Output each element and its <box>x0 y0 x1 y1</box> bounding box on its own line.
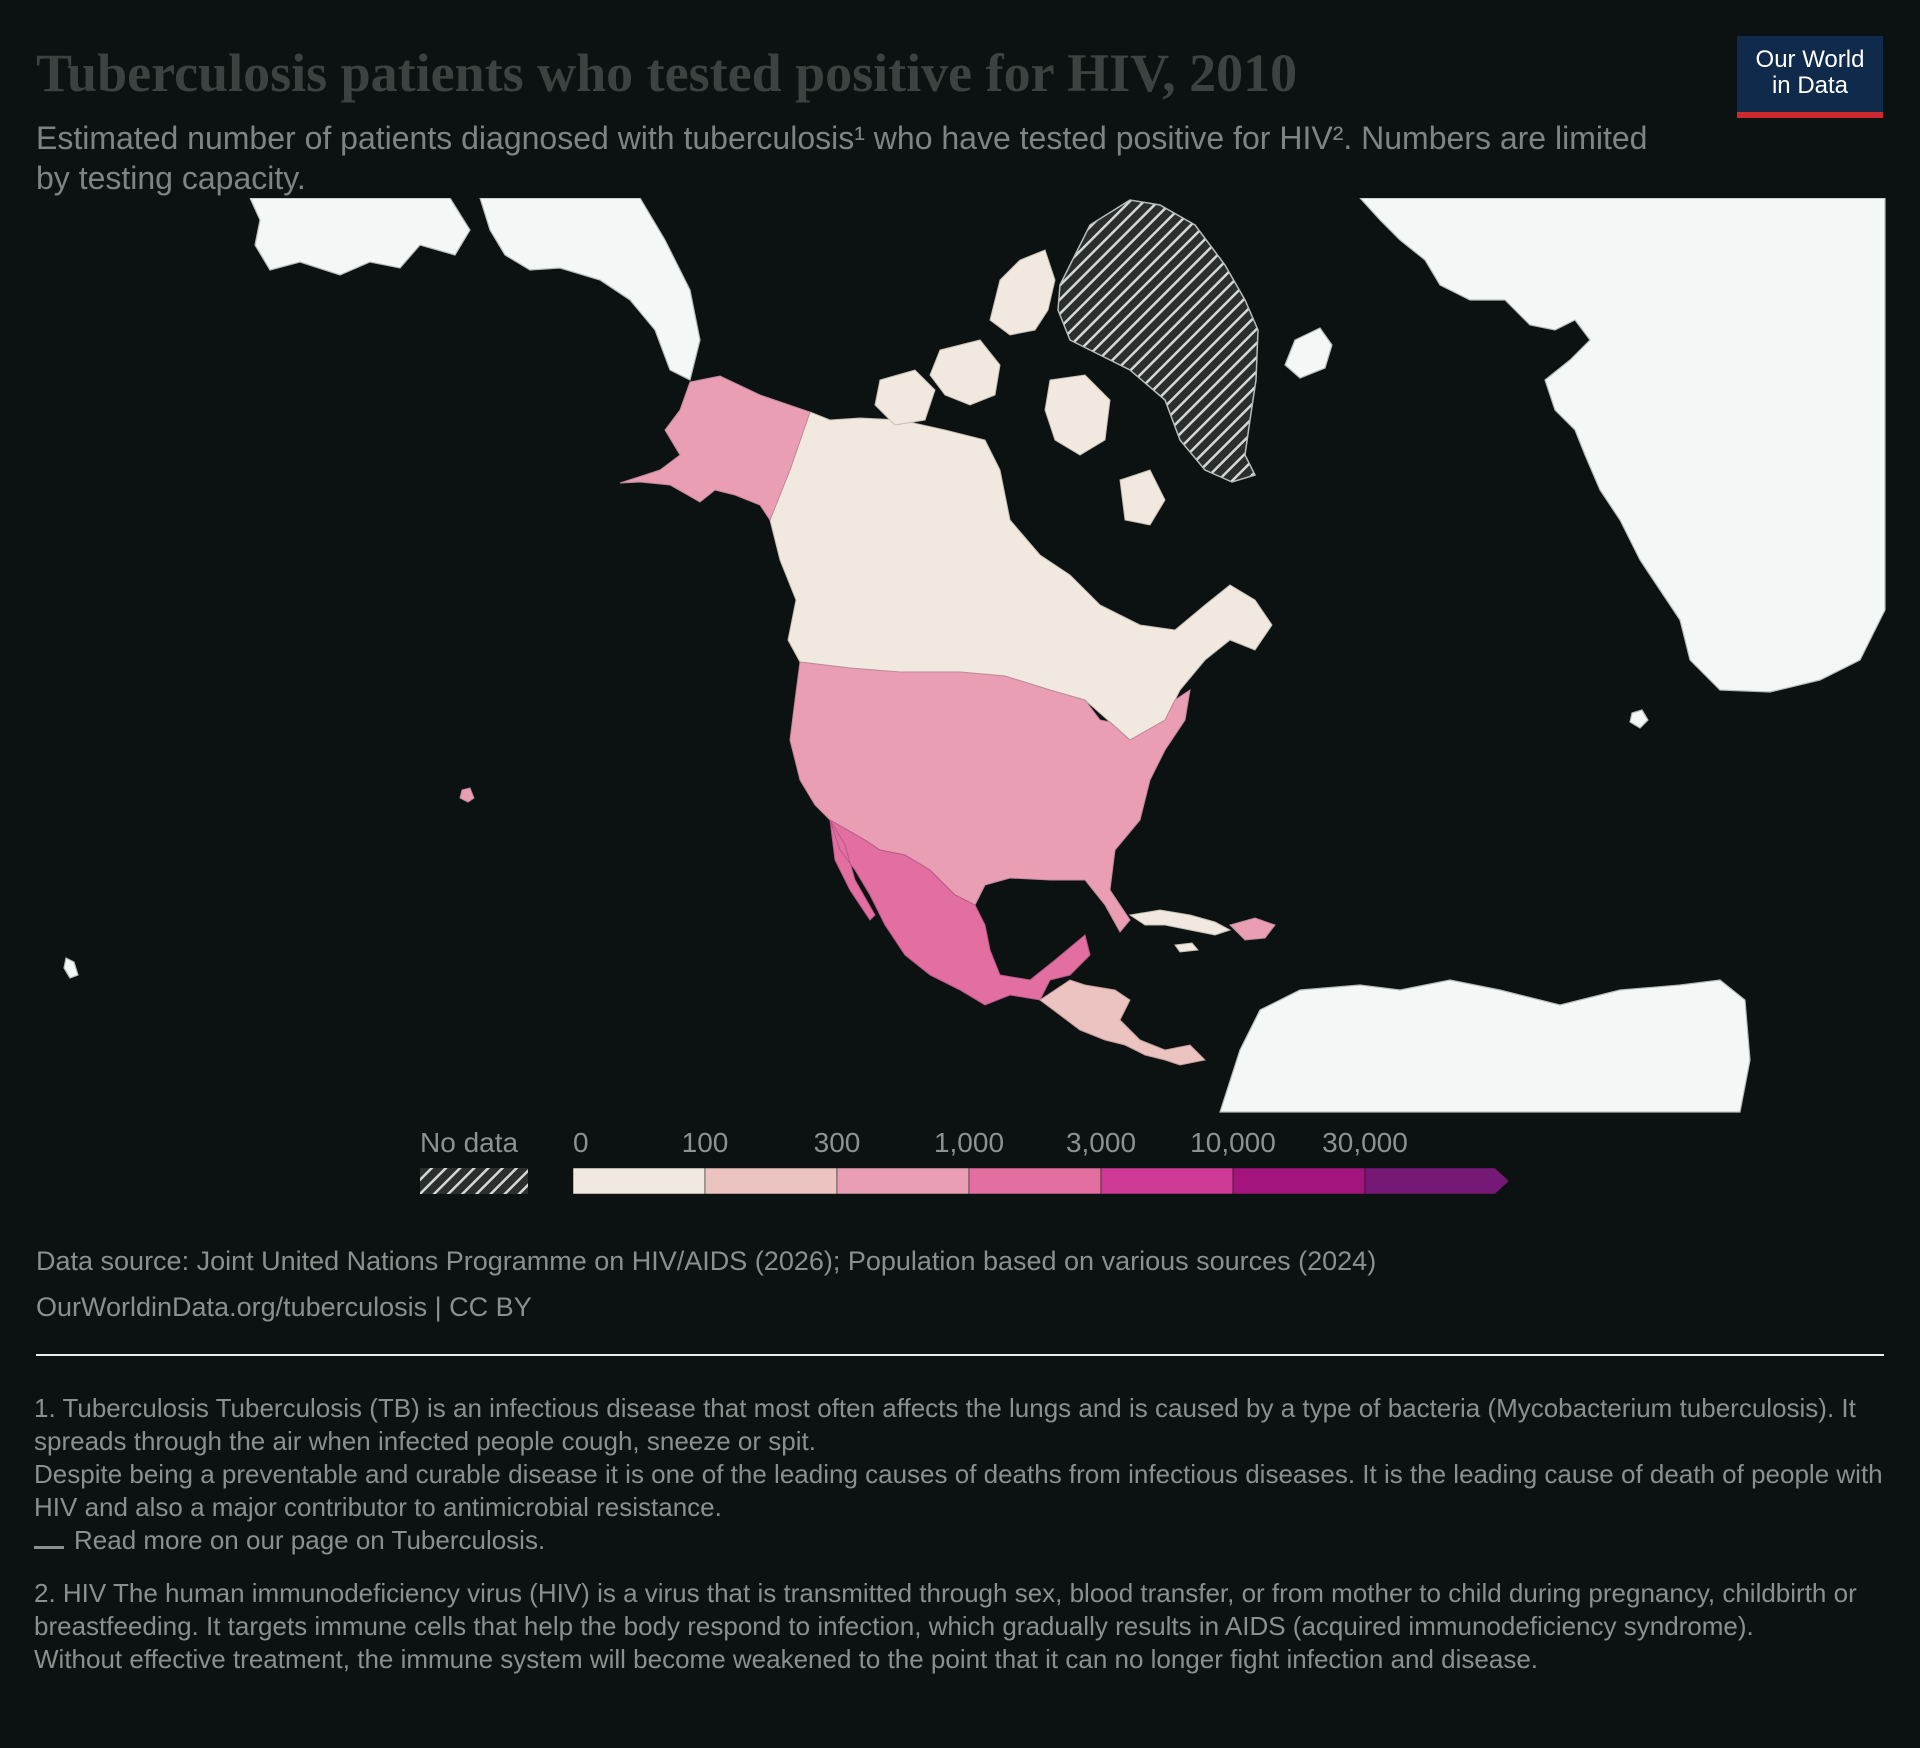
owid-logo[interactable]: Our World in Data <box>1737 36 1883 118</box>
legend-bin-2[interactable] <box>836 1167 970 1195</box>
legend-bin-1[interactable] <box>704 1167 838 1195</box>
legend-tick-label-2: 300 <box>814 1127 861 1158</box>
legend-tick-label-4: 3,000 <box>1066 1127 1136 1158</box>
note-1-link-row: Read more on our page on Tuberculosis. <box>34 1524 1886 1557</box>
legend-bin-5[interactable] <box>1232 1167 1366 1195</box>
legend-tick-label-0: 0 <box>573 1127 589 1158</box>
data-source: Data source: Joint United Nations Progra… <box>36 1238 1376 1330</box>
region-chukotka[interactable] <box>479 198 701 381</box>
region-hispaniola[interactable] <box>1229 917 1276 941</box>
region-hawaii[interactable] <box>459 787 475 803</box>
legend-tick-label-6: 30,000 <box>1322 1127 1408 1158</box>
region-hawaii-small[interactable] <box>63 957 79 979</box>
chart-title: Tuberculosis patients who tested positiv… <box>36 43 1298 103</box>
chart-subtitle: Estimated number of patients diagnosed w… <box>36 120 1648 196</box>
logo-line-1: Our World <box>1755 46 1865 73</box>
legend-bin-3[interactable] <box>968 1167 1102 1195</box>
note-1-paragraph-1: 1. Tuberculosis Tuberculosis (TB) is an … <box>34 1393 1856 1456</box>
color-legend: No data 0 100 300 1,000 3,000 10,000 30,000 <box>420 1127 1510 1195</box>
legend-tick-label-3: 1,000 <box>934 1127 1004 1158</box>
region-alaska[interactable] <box>619 375 811 522</box>
region-russia-east[interactable] <box>249 198 471 276</box>
no-data-regions <box>63 198 1886 1113</box>
region-cuba[interactable] <box>1128 909 1232 936</box>
region-south-america[interactable] <box>1219 979 1751 1113</box>
logo-line-2: in Data <box>1771 72 1849 99</box>
legend-bin-6[interactable] <box>1364 1167 1510 1195</box>
region-central-america[interactable] <box>1039 979 1207 1066</box>
region-cape-verde[interactable] <box>1629 709 1649 729</box>
choropleth-map <box>63 198 1886 1113</box>
legend-bin-0[interactable] <box>572 1167 706 1195</box>
region-europe-africa[interactable] <box>1359 198 1886 693</box>
footnotes: 1. Tuberculosis Tuberculosis (TB) is an … <box>34 1392 1886 1676</box>
legend-tick-label-5: 10,000 <box>1190 1127 1276 1158</box>
legend-tick-label-1: 100 <box>682 1127 729 1158</box>
legend-bin-4[interactable] <box>1100 1167 1234 1195</box>
divider <box>36 1354 1884 1356</box>
legend-no-data-label: No data <box>420 1127 518 1158</box>
region-iceland[interactable] <box>1284 327 1333 379</box>
source-line: Data source: Joint United Nations Progra… <box>36 1246 1377 1276</box>
note-1-paragraph-2: Despite being a preventable and curable … <box>34 1459 1883 1522</box>
link-icon <box>34 1536 64 1549</box>
region-greenland-no-data[interactable] <box>1057 199 1259 483</box>
note-2-paragraph-1: 2. HIV The human immunodeficiency virus … <box>34 1578 1857 1641</box>
note-2-paragraph-2: Without effective treatment, the immune … <box>34 1644 1539 1674</box>
region-canada-arctic-islands[interactable] <box>874 249 1166 526</box>
source-url[interactable]: OurWorldinData.org/tuberculosis | CC BY <box>36 1292 532 1322</box>
region-jamaica[interactable] <box>1174 942 1199 953</box>
note-1-link[interactable]: Read more on our page on Tuberculosis. <box>74 1525 546 1555</box>
region-mexico[interactable] <box>829 818 1091 1006</box>
legend-no-data-swatch <box>420 1168 528 1194</box>
